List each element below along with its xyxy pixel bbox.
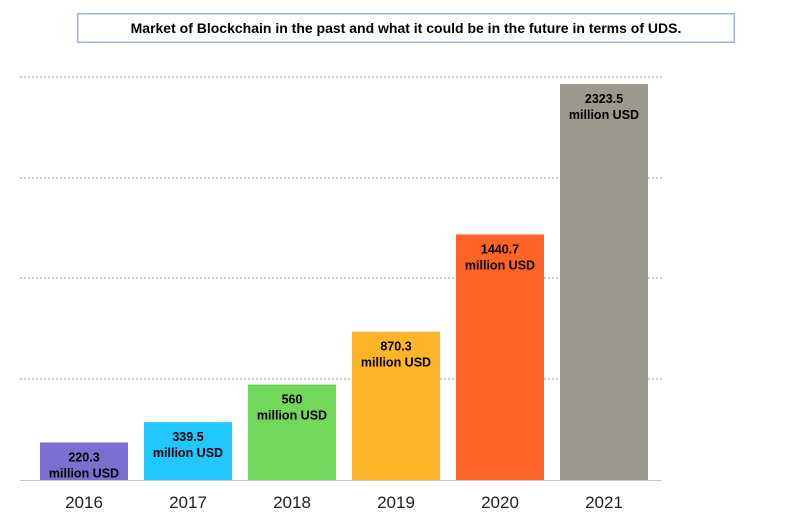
x-tick-2020: 2020 — [481, 493, 519, 512]
bar-2021 — [560, 84, 648, 480]
data-label-2018-line-2: million USD — [257, 409, 327, 423]
data-label-2020-line-2: million USD — [465, 258, 535, 272]
data-label-2016-line-2: million USD — [49, 466, 119, 480]
x-axis-ticks: 2016 2017 2018 2019 2020 2021 — [65, 493, 623, 512]
chart-title: Market of Blockchain in the past and wha… — [77, 13, 735, 43]
data-label-2021-line-1: 2323.5 — [585, 92, 623, 106]
bar-2019 — [352, 331, 440, 480]
x-tick-2017: 2017 — [169, 493, 207, 512]
data-label-2019-line-2: million USD — [361, 356, 431, 370]
x-tick-2018: 2018 — [273, 493, 311, 512]
bar-2016 — [40, 442, 128, 480]
x-tick-2021: 2021 — [585, 493, 623, 512]
x-tick-2019: 2019 — [377, 493, 415, 512]
bar-2018 — [248, 384, 336, 480]
data-label-2020-line-1: 1440.7 — [481, 242, 519, 256]
data-label-2021-line-2: million USD — [569, 108, 639, 122]
gridlines — [20, 76, 662, 481]
data-label-2018-line-1: 560 — [282, 393, 303, 407]
data-label-2017-line-2: million USD — [153, 446, 223, 460]
bars — [40, 84, 648, 480]
data-label-2019-line-1: 870.3 — [380, 340, 411, 354]
bar-2017 — [144, 422, 232, 480]
data-labels: 220.3 million USD 339.5 million USD 560 milli… — [49, 92, 639, 480]
data-label-2017-line-1: 339.5 — [172, 430, 203, 444]
bar-2020 — [456, 234, 544, 480]
x-tick-2016: 2016 — [65, 493, 103, 512]
data-label-2016-line-1: 220.3 — [68, 450, 99, 464]
